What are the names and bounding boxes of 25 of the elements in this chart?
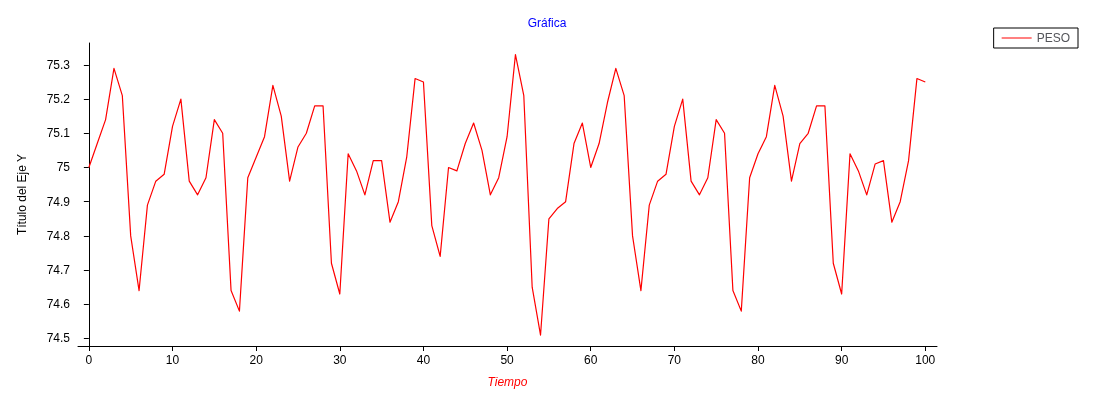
x-tick-label: 60 — [584, 353, 598, 367]
y-tick-label: 74.7 — [46, 263, 71, 278]
y-tick-label: 74.5 — [46, 331, 71, 346]
x-tick-label: 30 — [333, 353, 347, 367]
chart-title: Gráfica — [527, 16, 567, 30]
x-tick-label: 70 — [667, 353, 682, 367]
x-tick-label: 80 — [751, 353, 765, 367]
x-tick-label: 20 — [249, 353, 264, 367]
y-axis-title: Título del Eje Y — [15, 153, 29, 236]
x-tick-label: 10 — [165, 353, 180, 367]
y-tick-label: 75 — [56, 160, 71, 175]
y-tick-label: 75.1 — [46, 126, 71, 141]
x-tick-label: 40 — [416, 353, 431, 367]
legend-label: PESO — [1036, 31, 1071, 45]
y-tick-label: 75.2 — [46, 92, 71, 107]
x-tick-label: 0 — [85, 353, 93, 367]
x-tick-label: 90 — [834, 353, 849, 367]
y-tick-label: 74.9 — [46, 194, 71, 209]
line-series — [88, 54, 926, 336]
y-tick-label: 74.6 — [46, 297, 71, 312]
y-tick-label: 74.8 — [46, 228, 71, 243]
x-axis-title: Tiempo — [487, 375, 528, 389]
x-tick-label: 100 — [915, 353, 936, 367]
x-tick-label: 50 — [500, 353, 515, 367]
y-tick-label: 75.3 — [46, 57, 71, 72]
